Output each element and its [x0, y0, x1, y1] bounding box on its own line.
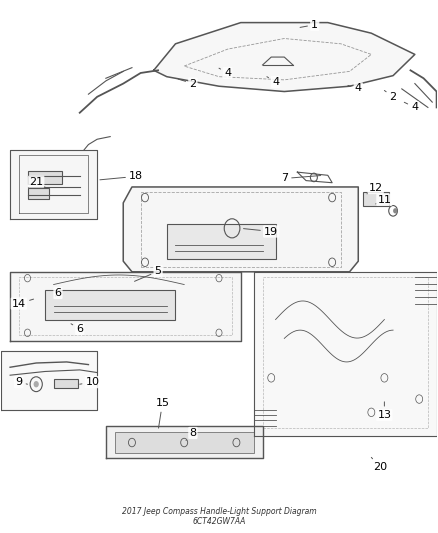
Bar [28, 171, 62, 184]
Circle shape [393, 208, 397, 214]
Text: 4: 4 [404, 102, 418, 112]
Polygon shape [1, 351, 97, 410]
Bar [363, 192, 389, 206]
Text: 15: 15 [155, 398, 170, 428]
Polygon shape [154, 22, 415, 92]
Polygon shape [10, 150, 97, 219]
Bar [115, 432, 254, 453]
Text: 6: 6 [71, 324, 83, 334]
Text: 19: 19 [244, 227, 278, 237]
Text: 4: 4 [267, 77, 279, 87]
Text: 21: 21 [29, 176, 45, 187]
Polygon shape [10, 272, 241, 341]
Text: 20: 20 [371, 457, 387, 472]
Bar [28, 188, 49, 199]
Text: 10: 10 [80, 377, 100, 387]
Text: 1: 1 [300, 20, 318, 30]
Polygon shape [106, 425, 262, 458]
Bar [167, 224, 276, 259]
Bar [45, 290, 176, 319]
Bar [53, 379, 78, 389]
Text: 5: 5 [134, 266, 162, 281]
Text: 13: 13 [378, 402, 392, 420]
Text: 6: 6 [54, 288, 61, 298]
Text: 4: 4 [348, 83, 362, 93]
Text: 4: 4 [219, 68, 231, 78]
Text: 8: 8 [186, 428, 197, 440]
Text: 14: 14 [12, 298, 34, 309]
Polygon shape [254, 272, 437, 436]
Text: 18: 18 [100, 172, 143, 181]
Polygon shape [123, 187, 358, 272]
Text: 11: 11 [376, 195, 392, 205]
Text: 2017 Jeep Compass Handle-Light Support Diagram
6CT42GW7AA: 2017 Jeep Compass Handle-Light Support D… [122, 507, 316, 526]
Circle shape [34, 381, 39, 387]
Text: 9: 9 [15, 377, 28, 387]
Text: 2: 2 [385, 91, 397, 102]
Text: 7: 7 [281, 173, 321, 183]
Text: 12: 12 [367, 183, 383, 194]
Text: 2: 2 [178, 78, 197, 88]
